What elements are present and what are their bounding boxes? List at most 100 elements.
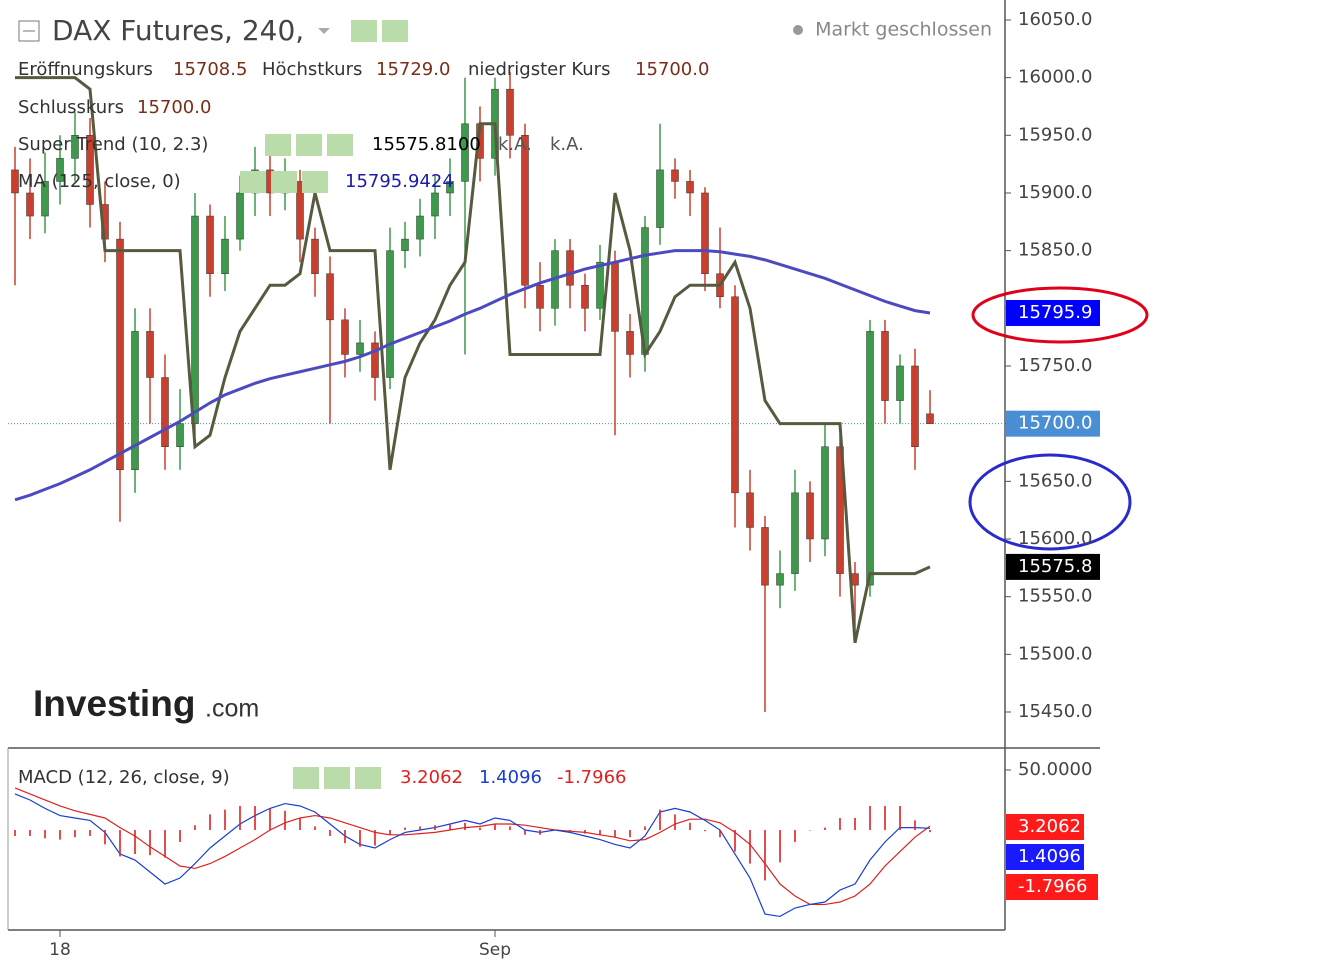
indicator-name: MACD (12, 26, close, 9) [18, 767, 230, 788]
histogram-bar [689, 822, 691, 830]
histogram-bar [179, 829, 181, 843]
macd-line [14, 793, 931, 918]
histogram-bar [434, 825, 436, 830]
y-tick-label: 16000.0 [1018, 67, 1092, 88]
price-badge [1006, 299, 1100, 326]
icon-button[interactable] [355, 767, 381, 789]
histogram-bar [719, 829, 721, 838]
candle-body [191, 215, 199, 424]
y-tick-label: 16050.0 [1018, 9, 1092, 30]
icon-button[interactable] [240, 171, 266, 193]
histogram-bar [809, 829, 811, 831]
macd-line [14, 787, 931, 906]
plot-area [8, 19, 1011, 937]
candle-body [536, 284, 544, 309]
histogram-bar [89, 829, 91, 836]
x-tick-label: Sep [479, 940, 511, 960]
candle-body [686, 181, 694, 194]
ohlc-label: niedrigster Kurs [468, 59, 610, 80]
annotation-ellipse [968, 453, 1132, 551]
candle-body [761, 527, 769, 586]
candle-body [881, 331, 889, 401]
candle-body [26, 192, 34, 217]
icon-button[interactable] [382, 20, 408, 42]
value-badge [1006, 874, 1098, 900]
histogram-bar [839, 817, 841, 830]
candle-body [866, 331, 874, 586]
candle-body [746, 492, 754, 528]
ohlc-label: Eröffnungskurs [18, 59, 153, 80]
candle-body [776, 573, 784, 586]
y-tick-label: 15900.0 [1018, 182, 1092, 203]
ohlc-value: 15729.0 [376, 59, 450, 80]
histogram-bar [599, 829, 601, 835]
y-tick-label: 15650.0 [1018, 470, 1092, 491]
watermark-suffix: .com [205, 695, 259, 723]
histogram-bar [794, 829, 796, 843]
candle-body [131, 331, 139, 471]
icon-button[interactable] [302, 171, 328, 193]
status-dot [793, 25, 803, 35]
histogram-bar [254, 805, 256, 830]
candle-body [176, 423, 184, 447]
histogram-bar [374, 829, 376, 846]
candle-body [926, 413, 934, 424]
histogram-bar [539, 829, 541, 835]
histogram-bar [74, 829, 76, 838]
candle-body [341, 319, 349, 355]
indicator-value: 3.2062 [400, 767, 463, 788]
dropdown-arrow[interactable] [318, 28, 330, 34]
candle-body [326, 273, 334, 321]
icon-button[interactable] [296, 134, 322, 156]
histogram-bar [734, 829, 736, 852]
histogram-bar [134, 829, 136, 855]
candle-body [821, 446, 829, 540]
histogram-bar [359, 829, 361, 847]
histogram-bar [44, 829, 46, 839]
y-tick-label: 15750.0 [1018, 355, 1092, 376]
price-badge-label: 15795.9 [1018, 302, 1092, 323]
histogram-bar [914, 820, 916, 830]
histogram-bar [884, 805, 886, 830]
histogram-bar [239, 805, 241, 830]
icon-button[interactable] [293, 767, 319, 789]
histogram-bar [509, 826, 511, 830]
histogram-bar [194, 825, 196, 830]
candle-body [506, 88, 514, 136]
ohlc-label: Schlusskurs [18, 97, 124, 118]
candle-body [401, 238, 409, 251]
histogram-bar [449, 823, 451, 830]
candle-body [71, 135, 79, 159]
histogram-bar [929, 829, 931, 833]
icon-button[interactable] [327, 134, 353, 156]
indicator-name: Super Trend (10, 2.3) [18, 134, 208, 155]
candle-body [806, 492, 814, 540]
indicator-line [15, 76, 931, 644]
candle-body [86, 135, 94, 205]
ohlc-value: 15700.0 [635, 59, 709, 80]
watermark: Investing [33, 683, 195, 724]
icon-button[interactable] [351, 20, 377, 42]
y-tick-label: 15550.0 [1018, 586, 1092, 607]
indicator-value: k.A. [498, 134, 532, 155]
collapse-icon[interactable] [18, 20, 40, 42]
histogram-bar [704, 829, 706, 832]
histogram-bar [344, 829, 346, 844]
histogram-bar [524, 829, 526, 835]
axes [7, 0, 1100, 931]
icon-button[interactable] [265, 134, 291, 156]
candle-body [656, 169, 664, 228]
candle-body [791, 492, 799, 574]
y-tick-label: 50.0000 [1018, 759, 1092, 780]
histogram-bar [824, 827, 826, 830]
icon-button[interactable] [324, 767, 350, 789]
price-badge [1006, 553, 1100, 580]
histogram-bar [314, 826, 316, 830]
candle-body [311, 238, 319, 274]
y-tick-label: 15500.0 [1018, 643, 1092, 664]
icon-button[interactable] [271, 171, 297, 193]
indicator-value: 1.4096 [479, 767, 542, 788]
price-badge-label: 15700.0 [1018, 413, 1092, 434]
indicator-value: -1.7966 [557, 767, 626, 788]
histogram-bar [869, 805, 871, 830]
